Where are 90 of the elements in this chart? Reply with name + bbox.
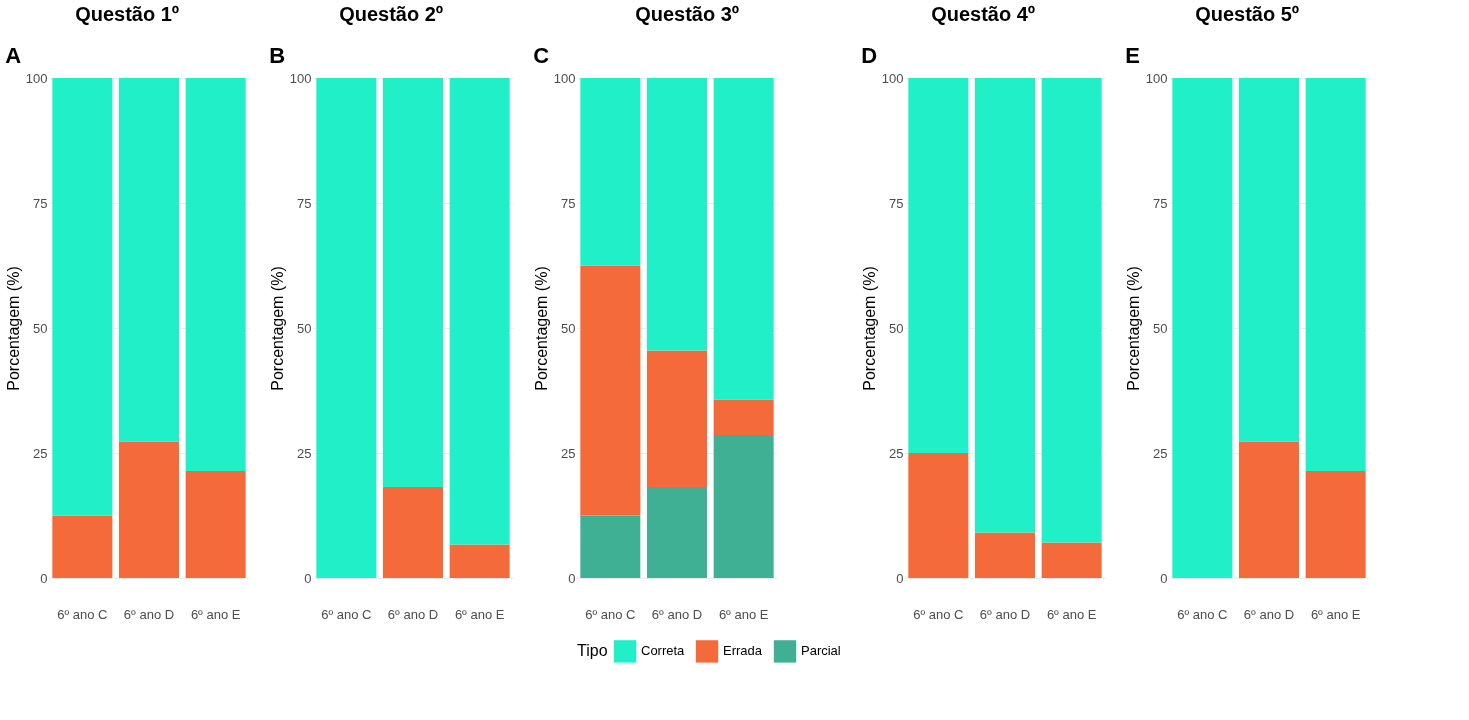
bar [1172, 78, 1233, 578]
y-axis-title: Porcentagem (%) [1124, 266, 1142, 391]
y-tick-label: 100 [1145, 70, 1168, 86]
x-tick-label: 6º ano D [1243, 606, 1295, 622]
x-tick-label: 6º ano C [913, 606, 964, 622]
chart-subtitle: D [861, 43, 878, 68]
x-tick-label: 6º ano E [1310, 606, 1361, 622]
x-tick-label: 6º ano E [190, 606, 241, 622]
bar [975, 78, 1035, 533]
chart-title: Questão 5º [1195, 3, 1300, 25]
y-tick-label: 75 [889, 195, 904, 211]
bar [580, 78, 641, 266]
bar [316, 78, 377, 578]
bar [1239, 78, 1299, 442]
x-tick-label: 6º ano E [1046, 606, 1097, 622]
chart-subtitle: E [1125, 43, 1140, 68]
x-tick-label: 6º ano C [321, 606, 372, 622]
chart-title: Questão 4º [931, 3, 1036, 25]
bar [185, 471, 246, 578]
x-tick-label: 6º ano C [1177, 606, 1228, 622]
bar [449, 78, 510, 545]
y-axis-title: Porcentagem (%) [4, 266, 22, 391]
legend-title: Tipo [577, 642, 608, 659]
y-tick-label: 25 [561, 445, 576, 461]
y-tick-label: 100 [289, 70, 312, 86]
x-tick-label: 6º ano E [718, 606, 769, 622]
chart-title: Questão 2º [339, 3, 444, 25]
bar [52, 78, 113, 516]
y-tick-label: 25 [889, 445, 904, 461]
bar [1239, 441, 1299, 578]
bar [449, 544, 510, 578]
y-tick-label: 50 [33, 320, 48, 336]
bar [52, 515, 113, 578]
y-tick-label: 0 [568, 570, 576, 586]
bar [185, 78, 246, 471]
bar [383, 78, 443, 487]
y-tick-label: 75 [33, 195, 48, 211]
x-tick-label: 6º ano E [454, 606, 505, 622]
bar [1041, 78, 1102, 543]
bar [975, 532, 1035, 578]
x-tick-label: 6º ano C [57, 606, 108, 622]
bar [1305, 471, 1366, 578]
chart-subtitle: C [533, 43, 550, 68]
y-tick-label: 0 [896, 570, 904, 586]
x-tick-label: 6º ano D [979, 606, 1031, 622]
bar [1041, 542, 1102, 578]
x-tick-label: 6º ano C [585, 606, 636, 622]
bar [908, 453, 969, 578]
y-tick-label: 75 [1153, 195, 1168, 211]
x-tick-label: 6º ano D [387, 606, 439, 622]
y-tick-label: 50 [1153, 320, 1168, 336]
chart-subtitle: A [5, 43, 22, 68]
legend-label: Correta [641, 643, 686, 659]
chart-title: Questão 1º [75, 3, 180, 25]
y-tick-label: 50 [561, 320, 576, 336]
y-tick-label: 50 [889, 320, 904, 336]
y-tick-label: 100 [25, 70, 48, 86]
bar [119, 441, 179, 578]
x-tick-label: 6º ano D [123, 606, 175, 622]
y-tick-label: 0 [304, 570, 312, 586]
bar [580, 515, 641, 578]
bar [580, 265, 641, 516]
y-tick-label: 75 [297, 195, 312, 211]
y-tick-label: 25 [297, 445, 312, 461]
legend-label: Parcial [801, 643, 841, 659]
bar [713, 78, 774, 400]
bar [647, 78, 707, 351]
chart-title: Questão 3º [635, 3, 740, 25]
bar [119, 78, 179, 442]
y-tick-label: 50 [297, 320, 312, 336]
bar [713, 435, 774, 578]
legend-label: Errada [723, 643, 763, 659]
y-tick-label: 25 [33, 445, 48, 461]
y-tick-label: 0 [40, 570, 48, 586]
bar [1305, 78, 1366, 471]
bar [383, 487, 443, 578]
bar [713, 399, 774, 435]
chart-subtitle: B [269, 43, 286, 68]
y-axis-title: Porcentagem (%) [532, 266, 550, 391]
bar [647, 350, 707, 487]
x-tick-label: 6º ano D [651, 606, 703, 622]
y-tick-label: 75 [561, 195, 576, 211]
bar [908, 78, 969, 453]
y-tick-label: 100 [881, 70, 904, 86]
y-tick-label: 25 [1153, 445, 1168, 461]
y-axis-title: Porcentagem (%) [860, 266, 878, 391]
y-axis-title: Porcentagem (%) [268, 266, 286, 391]
y-tick-label: 0 [1160, 570, 1168, 586]
y-tick-label: 100 [553, 70, 576, 86]
bar [647, 487, 707, 578]
